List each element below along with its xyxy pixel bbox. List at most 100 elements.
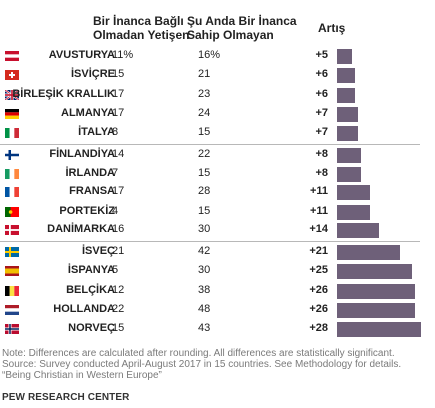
currently-unaffiliated-value: 23 (198, 88, 211, 100)
increase-label: +26 (309, 284, 328, 296)
table-row: AVUSTURYA 11% 16% +5 (0, 47, 435, 66)
ireland-flag-icon (5, 169, 19, 179)
currently-unaffiliated-value: 15 (198, 205, 211, 217)
raised-unaffiliated-value: 14 (112, 148, 125, 160)
header-raised-line2: Olmadan Yetişen (93, 28, 190, 42)
footnotes: Note: Differences are calculated after r… (2, 348, 432, 381)
increase-label: +26 (309, 303, 328, 315)
germany-flag-icon (5, 109, 19, 119)
country-label: İSVEÇ (81, 245, 115, 257)
spain-flag-icon (5, 266, 19, 276)
table-row: FİNLANDİYA 14 22 +8 (0, 146, 435, 165)
country-label: BİRLEŞİK KRALLIK (12, 88, 115, 100)
increase-label: +6 (315, 88, 328, 100)
country-label: AVUSTURYA (48, 49, 115, 61)
header-current-line1: Şu Anda Bir İnanca (187, 14, 297, 28)
country-label: İSPANYA (67, 264, 115, 276)
norway-flag-icon (5, 324, 19, 334)
pew-logo-text: PEW RESEARCH CENTER (2, 392, 130, 403)
switzerland-flag-icon (5, 70, 19, 80)
table-row: NORVEÇ 15 43 +28 (0, 320, 435, 339)
currently-unaffiliated-value: 28 (198, 185, 211, 197)
increase-label: +11 (309, 205, 328, 217)
header-raised-line1: Bir İnanca Bağlı (93, 14, 184, 28)
increase-bar (337, 167, 361, 182)
raised-unaffiliated-value: 17 (112, 107, 125, 119)
increase-bar (337, 185, 370, 200)
raised-unaffiliated-value: 5 (112, 264, 119, 276)
header-current-line2: Sahip Olmayan (187, 28, 274, 42)
header-raised-unaffiliated: Bir İnanca Bağlı Olmadan Yetişen (93, 14, 190, 42)
raised-unaffiliated-value: 8 (112, 126, 119, 138)
raised-unaffiliated-value: 4 (112, 205, 119, 217)
country-label: İTALYA (78, 126, 115, 138)
raised-unaffiliated-value: 21 (112, 245, 125, 257)
table-row: DANİMARKA 16 30 +14 (0, 221, 435, 240)
table-row: İSVİÇRE 15 21 +6 (0, 66, 435, 85)
belgium-flag-icon (5, 286, 19, 296)
sweden-flag-icon (5, 247, 19, 257)
increase-bar (337, 245, 400, 260)
table-row: İTALYA 8 15 +7 (0, 124, 435, 143)
table-row: İRLANDA 7 15 +8 (0, 165, 435, 184)
increase-bar (337, 68, 355, 83)
currently-unaffiliated-value: 38 (198, 284, 211, 296)
austria-flag-icon (5, 51, 19, 61)
table-row: FRANSA 17 28 +11 (0, 183, 435, 202)
increase-label: +28 (309, 322, 328, 334)
currently-unaffiliated-value: 24 (198, 107, 211, 119)
country-label: ALMANYA (61, 107, 115, 119)
increase-bar (337, 284, 415, 299)
raised-unaffiliated-value: 12 (112, 284, 125, 296)
currently-unaffiliated-value: 22 (198, 148, 211, 160)
table-row: ALMANYA 17 24 +7 (0, 105, 435, 124)
increase-bar (337, 107, 358, 122)
raised-unaffiliated-value: 15 (112, 322, 125, 334)
country-label: FİNLANDİYA (49, 148, 115, 160)
table-row: İSPANYA 5 30 +25 (0, 262, 435, 281)
group-divider (0, 144, 420, 145)
increase-bar (337, 205, 370, 220)
currently-unaffiliated-value: 48 (198, 303, 211, 315)
currently-unaffiliated-value: 16% (198, 49, 221, 61)
table-row: BELÇİKA 12 38 +26 (0, 282, 435, 301)
group-divider (0, 241, 420, 242)
currently-unaffiliated-value: 42 (198, 245, 211, 257)
table-row: HOLLANDA 22 48 +26 (0, 301, 435, 320)
country-label: İRLANDA (65, 167, 116, 179)
raised-unaffiliated-value: 22 (112, 303, 125, 315)
currently-unaffiliated-value: 43 (198, 322, 211, 334)
increase-bar (337, 223, 379, 238)
country-label: NORVEÇ (68, 322, 115, 334)
increase-label: +7 (315, 107, 328, 119)
increase-label: +5 (315, 49, 328, 61)
raised-unaffiliated-value: 11% (112, 49, 134, 61)
raised-unaffiliated-value: 17 (112, 88, 125, 100)
table-row: BİRLEŞİK KRALLIK 17 23 +6 (0, 86, 435, 105)
increase-label: +11 (309, 185, 328, 197)
finland-flag-icon (5, 150, 19, 160)
italy-flag-icon (5, 128, 19, 138)
country-label: HOLLANDA (53, 303, 115, 315)
raised-unaffiliated-value: 15 (112, 68, 125, 80)
report-title-line: “Being Christian in Western Europe” (2, 370, 162, 381)
currently-unaffiliated-value: 15 (198, 167, 211, 179)
currently-unaffiliated-value: 21 (198, 68, 211, 80)
portugal-flag-icon (5, 207, 19, 217)
netherlands-flag-icon (5, 305, 19, 315)
raised-unaffiliated-value: 16 (112, 223, 125, 235)
denmark-flag-icon (5, 225, 19, 235)
france-flag-icon (5, 187, 19, 197)
increase-bar (337, 126, 358, 141)
currently-unaffiliated-value: 30 (198, 223, 211, 235)
increase-label: +6 (315, 68, 328, 80)
increase-label: +8 (315, 148, 328, 160)
increase-label: +25 (309, 264, 328, 276)
country-label: FRANSA (69, 185, 115, 197)
header-currently-unaffiliated: Şu Anda Bir İnanca Sahip Olmayan (187, 14, 297, 42)
increase-bar (337, 322, 421, 337)
increase-label: +14 (309, 223, 328, 235)
note-line: Note: Differences are calculated after r… (2, 348, 395, 359)
source-line: Source: Survey conducted April-August 20… (2, 359, 402, 370)
country-label: BELÇİKA (66, 284, 115, 296)
